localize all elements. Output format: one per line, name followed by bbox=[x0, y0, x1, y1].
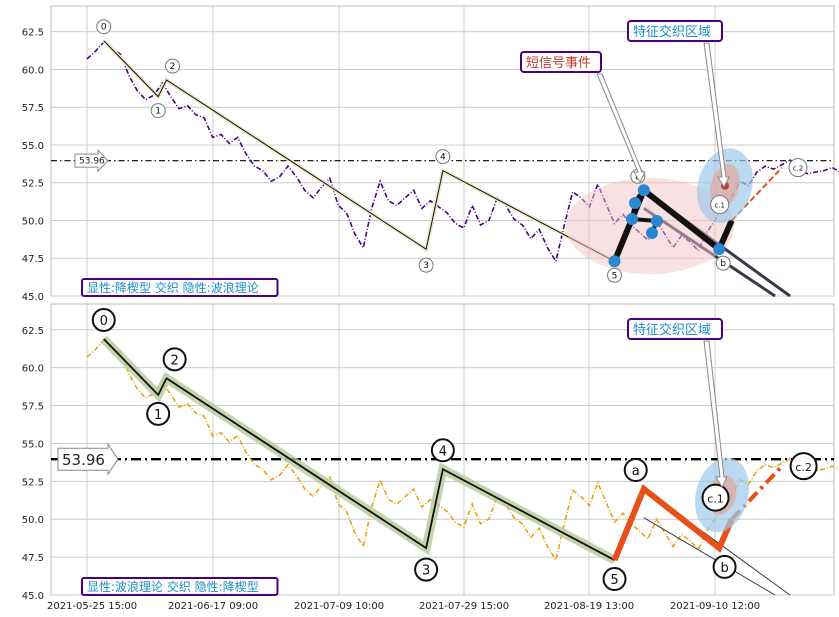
wave-label-text: 2 bbox=[170, 62, 176, 72]
y-tick-label: 45.0 bbox=[22, 292, 44, 303]
y-tick-label: 47.5 bbox=[22, 553, 44, 564]
pattern-footer-box bbox=[81, 577, 279, 596]
wave-label-text: c.1 bbox=[714, 201, 725, 209]
wave-label-circle bbox=[414, 557, 439, 582]
wave-label-text: 1 bbox=[154, 408, 162, 423]
y-tick-label: 50.0 bbox=[22, 216, 44, 227]
wave-label-text: b bbox=[720, 561, 728, 576]
x-tick-label: 2021-05-25 15:00 bbox=[47, 601, 137, 612]
signal-zone-ellipse bbox=[566, 178, 734, 274]
wave-label-circle bbox=[146, 401, 171, 426]
wave-label-circle bbox=[607, 267, 623, 283]
y-tick-label: 50.0 bbox=[22, 515, 44, 526]
wave-label-circle bbox=[623, 458, 648, 483]
level-value-label: 53.96 bbox=[62, 451, 105, 469]
wave-label-text: 3 bbox=[422, 564, 430, 579]
wave-label-circle bbox=[715, 255, 731, 271]
wave-label-circle bbox=[435, 149, 451, 165]
signal-point bbox=[646, 227, 658, 239]
y-tick-label: 60.0 bbox=[22, 65, 44, 76]
x-tick-label: 2021-06-17 09:00 bbox=[168, 601, 258, 612]
y-tick-label: 47.5 bbox=[22, 254, 44, 265]
wave-label-text: c.2 bbox=[793, 165, 804, 173]
short-signal-callout-text: 短信号事件 bbox=[526, 56, 591, 71]
wave-label-circle bbox=[788, 158, 808, 178]
wave-label-circle bbox=[418, 257, 434, 273]
wave-label-circle bbox=[150, 103, 166, 119]
signal-point bbox=[626, 213, 638, 225]
feature-zone-callout-box bbox=[627, 20, 723, 42]
feature-zone-callout-arrow bbox=[703, 42, 730, 189]
signal-point bbox=[651, 215, 663, 227]
signal-point bbox=[637, 184, 650, 197]
wave-label-text: 2 bbox=[171, 353, 179, 368]
y-tick-label: 52.5 bbox=[22, 477, 44, 488]
wave-label-text: 0 bbox=[101, 23, 107, 33]
level-tag bbox=[57, 442, 119, 476]
signal-point bbox=[713, 243, 726, 256]
y-tick-label: 62.5 bbox=[22, 28, 44, 39]
wave-label-circle bbox=[430, 438, 455, 463]
y-tick-label: 55.0 bbox=[22, 439, 44, 450]
level-tag bbox=[74, 148, 109, 173]
x-tick-label: 2021-08-19 13:00 bbox=[544, 601, 634, 612]
wave-label-text: c.1 bbox=[707, 493, 724, 506]
wave-label-circle bbox=[165, 58, 181, 74]
y-tick-label: 62.5 bbox=[22, 326, 44, 337]
feature-zone-callout-text: 特征交织区域 bbox=[633, 322, 711, 338]
impulse-wave-line bbox=[103, 338, 615, 561]
wave-label-text: 5 bbox=[610, 573, 618, 588]
wave-label-circle bbox=[701, 483, 730, 512]
short-signal-callout-arrow bbox=[596, 73, 646, 184]
feature-zone-callout-box bbox=[627, 318, 723, 340]
signal-point bbox=[608, 255, 621, 268]
wave-label-text: 5 bbox=[612, 271, 618, 281]
y-tick-label: 45.0 bbox=[22, 591, 44, 602]
wave-label-text: 4 bbox=[440, 153, 446, 163]
wedge-lower-line bbox=[643, 517, 776, 596]
y-tick-label: 52.5 bbox=[22, 179, 44, 190]
y-tick-label: 57.5 bbox=[22, 103, 44, 114]
chart-panel-bottom: 45.0 47.5 50.0 52.5 55.0 57.5 60.0 62.5 53.96 0 1 2… bbox=[22, 303, 839, 602]
wave-label-text: 4 bbox=[439, 444, 447, 459]
x-tick-label: 2021-09-10 12:00 bbox=[670, 601, 760, 612]
short-signal-callout-box bbox=[520, 51, 602, 73]
wave-label-text: 0 bbox=[100, 314, 108, 329]
wave-label-text: 1 bbox=[155, 107, 161, 117]
y-tick-label: 57.5 bbox=[22, 402, 44, 413]
corrective-wave-line bbox=[611, 185, 735, 263]
y-tick-label: 60.0 bbox=[22, 364, 44, 375]
signal-point bbox=[629, 197, 641, 209]
wave-label-text: b bbox=[720, 259, 726, 269]
wave-label-circle bbox=[162, 347, 187, 372]
feature-zone-callout-arrow bbox=[703, 340, 728, 489]
wave-label-circle bbox=[91, 307, 116, 332]
feature-zone-callout-text: 特征交织区域 bbox=[633, 24, 711, 40]
chart-panel-top: 45.0 47.5 50.0 52.5 55.0 57.5 60.0 62.5 53.96 0 1 2… bbox=[22, 5, 839, 303]
level-value-label: 53.96 bbox=[79, 157, 105, 167]
wave-label-circle bbox=[96, 19, 112, 35]
impulse-wave-line bbox=[103, 40, 615, 262]
wave-label-circle bbox=[602, 567, 627, 592]
y-tick-label: 55.0 bbox=[22, 141, 44, 152]
wave-label-text: 3 bbox=[423, 261, 429, 271]
wave-label-circle bbox=[712, 554, 737, 579]
pattern-footer-text: 显性:波浪理论 交织 隐性:降楔型 bbox=[87, 579, 259, 594]
wave-label-circle bbox=[789, 452, 818, 481]
pattern-footer-text: 显性:降楔型 交织 隐性:波浪理论 bbox=[87, 280, 259, 295]
wave-label-text: a bbox=[632, 464, 640, 479]
x-tick-label: 2021-07-09 10:00 bbox=[294, 601, 384, 612]
wave-label-circle bbox=[710, 194, 730, 214]
pattern-footer-box bbox=[81, 278, 279, 297]
wave-label-text: c.2 bbox=[795, 461, 812, 474]
x-tick-label: 2021-07-29 15:00 bbox=[419, 601, 509, 612]
projection-line bbox=[730, 464, 784, 521]
corrective-wave-line bbox=[611, 484, 735, 562]
